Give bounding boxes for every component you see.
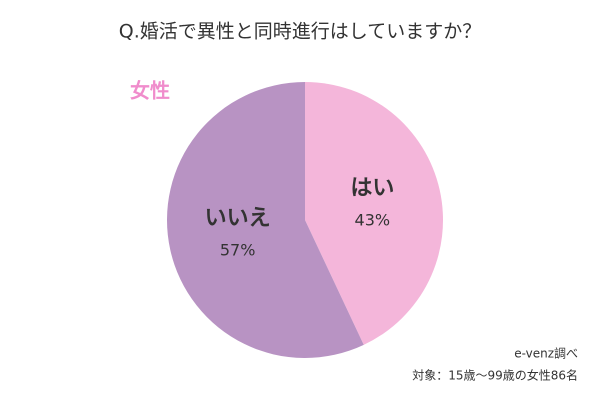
source-note: e-venz調べ (514, 347, 578, 361)
sample-note: 対象：15歳〜99歳の女性86名 (412, 368, 578, 383)
chart-title: Q.婚活で異性と同時進行はしていますか？ (119, 21, 481, 43)
slice-label: いいえ (205, 206, 271, 231)
slice-label: はい (350, 176, 394, 201)
value-label: 43% (355, 210, 391, 229)
chart-subtitle: 女性 (130, 79, 170, 103)
value-label: 57% (220, 241, 256, 260)
pie-slice (166, 82, 364, 358)
pie-slice (305, 82, 443, 345)
